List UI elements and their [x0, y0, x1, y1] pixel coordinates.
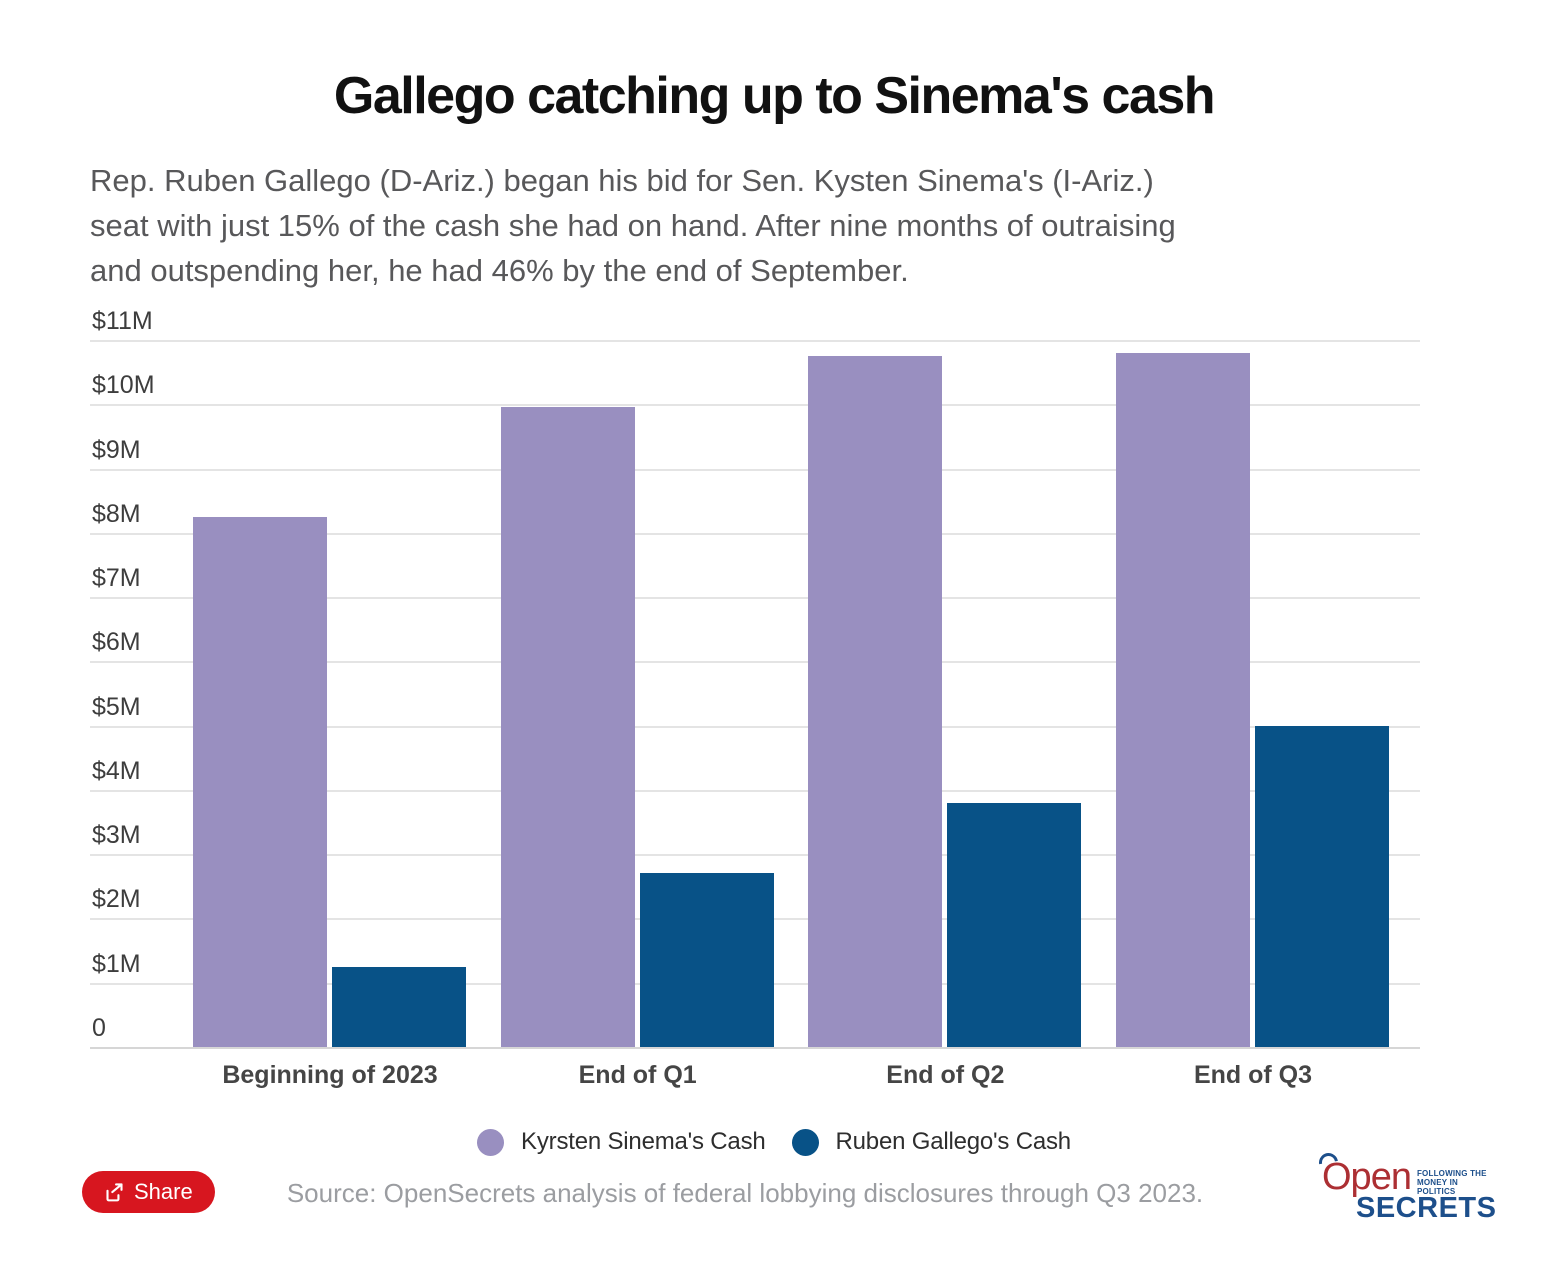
y-gridline — [90, 532, 1420, 535]
chart-legend: Kyrsten Sinema's Cash Ruben Gallego's Cas… — [0, 1128, 1548, 1156]
x-axis-label: End of Q3 — [1193, 1061, 1313, 1089]
bar-gallego-3 — [1255, 725, 1389, 1047]
legend-label: Kyrsten Sinema's Cash — [521, 1128, 766, 1155]
bar-sinema-0 — [193, 516, 327, 1047]
y-gridline — [90, 661, 1420, 664]
y-tick-label: $4M — [92, 756, 141, 785]
logo-tagline: FOLLOWING THE MONEY IN POLITICS — [1416, 1169, 1487, 1196]
y-tick-label: $2M — [92, 885, 141, 914]
y-tick-label: $6M — [92, 628, 141, 657]
bar-sinema-2 — [808, 356, 943, 1047]
y-tick-label: $3M — [92, 821, 141, 850]
share-icon — [106, 1182, 123, 1201]
y-tick-label: $10M — [92, 371, 155, 400]
chart-subtitle: Rep. Ruben Gallego (D-Ariz.) began his b… — [90, 158, 1470, 293]
x-axis-baseline — [90, 1047, 1420, 1049]
y-gridline — [90, 789, 1420, 792]
y-tick-label: $11M — [92, 307, 153, 335]
bar-gallego-2 — [947, 802, 1082, 1047]
bar-gallego-1 — [639, 873, 774, 1047]
chart-subtitle-line: seat with just 15% of the cash she had o… — [90, 208, 1176, 243]
y-tick-label: $8M — [92, 499, 141, 528]
y-gridline — [90, 725, 1420, 728]
bar-gallego-0 — [332, 966, 466, 1047]
chart-title: Gallego catching up to Sinema's cash — [333, 67, 1216, 125]
grouped-bar-chart: $11M $10M $9M $8M $7M $6M $5M $4M $3M $2M $1M 0 Begi… — [90, 307, 1420, 1115]
y-gridline — [90, 340, 1420, 342]
share-button-label: Share — [134, 1179, 193, 1204]
y-gridline — [90, 597, 1420, 600]
legend-item: Kyrsten Sinema's Cash — [477, 1128, 766, 1156]
y-tick-label: $9M — [92, 435, 141, 464]
bar-sinema-1 — [500, 407, 635, 1047]
source-text: Source: OpenSecrets analysis of federal … — [286, 1178, 1204, 1208]
chart-subtitle-line: Rep. Ruben Gallego (D-Ariz.) began his b… — [90, 163, 1154, 198]
y-gridline — [90, 854, 1420, 857]
legend-item: Ruben Gallego's Cash — [791, 1128, 1072, 1156]
y-tick-label: $7M — [92, 564, 141, 593]
legend-dot-icon — [791, 1128, 819, 1156]
share-button[interactable]: Share — [82, 1171, 215, 1213]
y-tick-label: 0 — [92, 1014, 106, 1042]
legend-label: Ruben Gallego's Cash — [835, 1128, 1072, 1155]
y-tick-label: $5M — [92, 692, 141, 721]
chart-subtitle-line: and outspending her, he had 46% by the e… — [90, 253, 909, 288]
y-gridline — [90, 468, 1420, 471]
bar-sinema-3 — [1116, 352, 1250, 1047]
x-axis-label: End of Q2 — [886, 1061, 1005, 1089]
logo-secrets-text: SECRETS — [1356, 1192, 1497, 1224]
y-gridline — [90, 404, 1420, 407]
y-tick-label: $1M — [92, 949, 141, 978]
x-axis-label: End of Q1 — [578, 1061, 697, 1089]
opensecrets-logo: Open FOLLOWING THE MONEY IN POLITICS SEC… — [1315, 1149, 1497, 1225]
logo-open-text: Open — [1315, 1149, 1412, 1196]
legend-dot-icon — [477, 1128, 505, 1156]
x-axis-label: Beginning of 2023 — [222, 1061, 438, 1089]
